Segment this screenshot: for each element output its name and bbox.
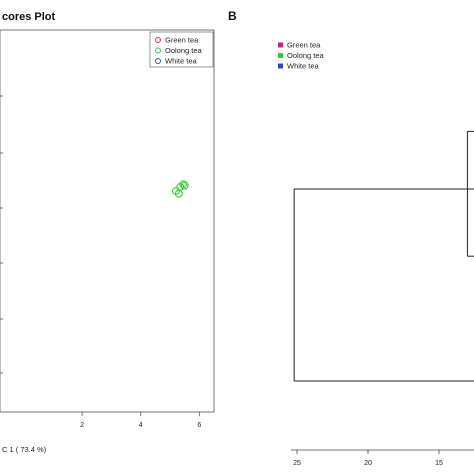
dendro-x-tick-label-15: 15 [435,460,443,467]
legend-label-white-tea: White tea [165,57,198,66]
x-axis-label: C 1 ( 73.4 %) [2,445,47,454]
dendro-legend-label-oolong-tea: Oolong tea [287,51,325,60]
dendro-x-tick-label-25: 25 [293,460,301,467]
x-tick-label-6: 6 [197,422,201,429]
dendro-x-tick-label-20: 20 [364,460,372,467]
y-axis-ticks [0,95,3,374]
dendro-legend-marker-white-tea [278,63,283,69]
scores-plot-title: cores Plot [2,11,56,23]
scores-plot-frame [0,29,215,413]
dendrogram-tree [293,130,474,382]
point-oolong-tea-4 [180,181,189,190]
point-oolong-tea-2 [179,180,188,189]
legend-marker-green-tea [155,37,161,43]
legend-marker-white-tea [155,58,161,64]
panel-label-b: B [228,9,237,23]
x-tick-label-4: 4 [139,422,143,429]
x-axis-ticks: 2 4 6 [80,412,201,429]
legend-marker-oolong-tea [155,47,161,54]
scatter-points [171,180,189,198]
point-oolong-tea-3 [174,189,183,198]
dendro-legend-label-green-tea: Green tea [287,41,321,50]
x-tick-label-2: 2 [80,422,84,429]
dendro-legend-marker-green-tea [278,42,283,48]
dendro-legend-label-white-tea: White tea [287,62,320,71]
legend-label-green-tea: Green tea [165,36,199,45]
dendrogram-x-axis: 25 20 15 [291,449,474,467]
legend-label-oolong-tea: Oolong tea [165,46,203,55]
dendro-legend-marker-oolong-tea [278,53,283,58]
